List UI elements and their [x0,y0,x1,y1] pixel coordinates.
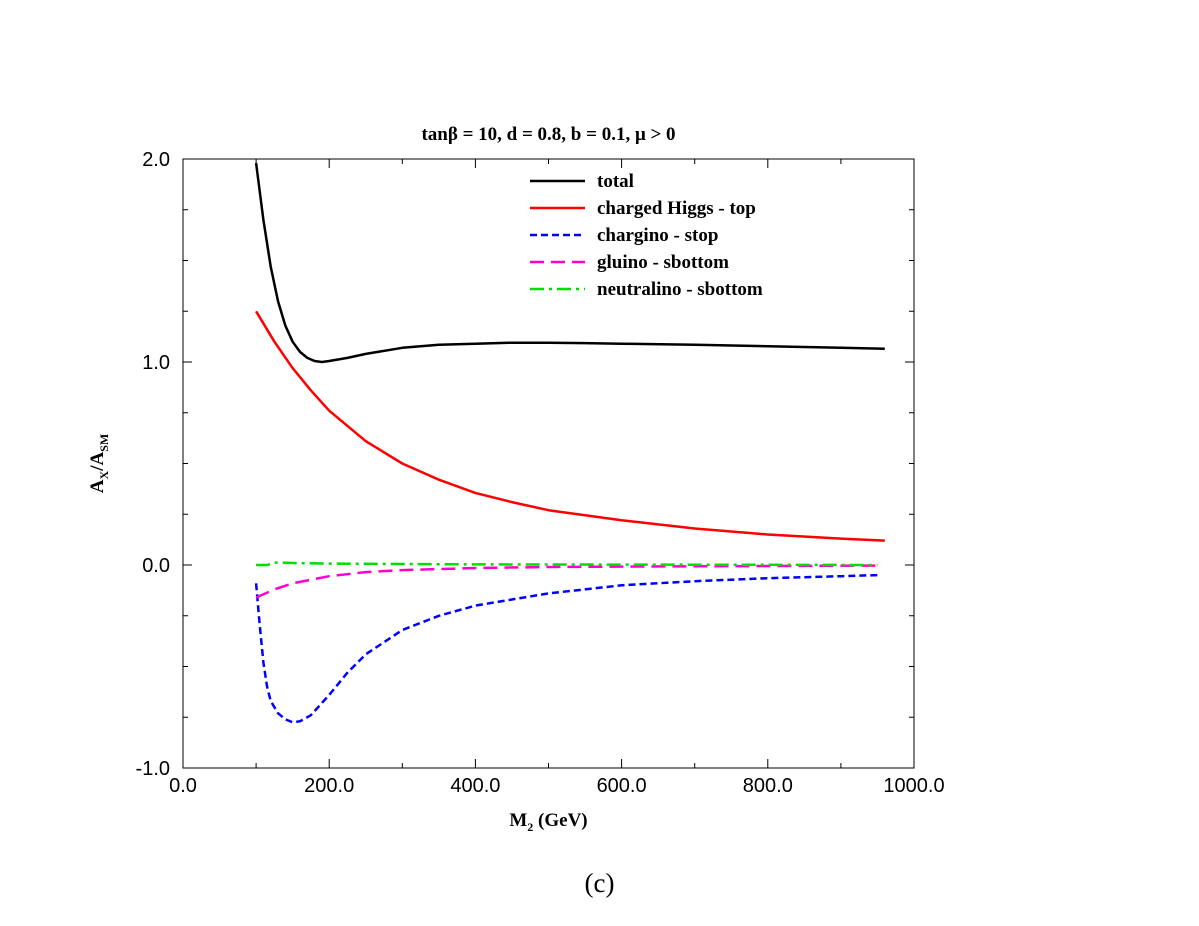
series-line-4 [256,561,878,567]
x-tick-label: 400.0 [450,775,500,797]
series-line-2 [254,573,878,724]
x-tick-label: 0.0 [169,775,197,797]
series-line-1 [255,310,885,542]
y-tick-label: -1.0 [136,758,170,780]
legend-label-0: total [597,171,634,192]
x-tick-label: 200.0 [304,775,354,797]
figure-caption: (c) [584,868,615,898]
legend-label-2: chargino - stop [597,225,718,246]
series-line-0 [254,162,885,364]
legend-label-3: gluino - sbottom [597,252,729,273]
legend-label-1: charged Higgs - top [597,198,756,219]
chart-title: tanβ = 10, d = 0.8, b = 0.1, μ > 0 [421,124,675,145]
y-tick-label: 2.0 [142,149,170,171]
x-tick-label: 600.0 [597,775,647,797]
plot-area: 0.0 200.0 400.0 600.0 800.0 1000.0-1.00.01.02… [87,124,945,834]
plot-frame [182,158,915,769]
series-line-3 [255,564,878,599]
x-tick-label: 1000.0 [883,775,944,797]
y-tick-label: 0.0 [142,555,170,577]
y-axis-label: AX/ASM [87,434,111,493]
x-axis-label: M2 (GeV) [509,810,587,834]
x-tick-label: 800.0 [743,775,793,797]
y-tick-label: 1.0 [142,352,170,374]
legend-label-4: neutralino - sbottom [597,279,763,300]
